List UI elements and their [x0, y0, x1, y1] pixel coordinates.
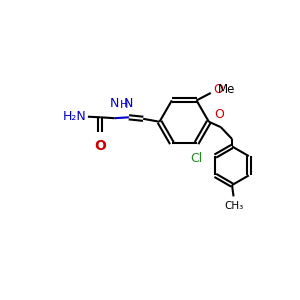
- Text: O: O: [94, 139, 106, 153]
- Text: O: O: [213, 83, 223, 97]
- Text: H₂N: H₂N: [63, 110, 86, 123]
- Text: H: H: [119, 100, 128, 110]
- Text: O: O: [214, 108, 224, 121]
- Text: CH₃: CH₃: [225, 201, 244, 211]
- Text: N: N: [124, 97, 133, 110]
- Text: Cl: Cl: [190, 152, 202, 165]
- Text: Me: Me: [218, 83, 236, 97]
- Text: N: N: [110, 98, 119, 110]
